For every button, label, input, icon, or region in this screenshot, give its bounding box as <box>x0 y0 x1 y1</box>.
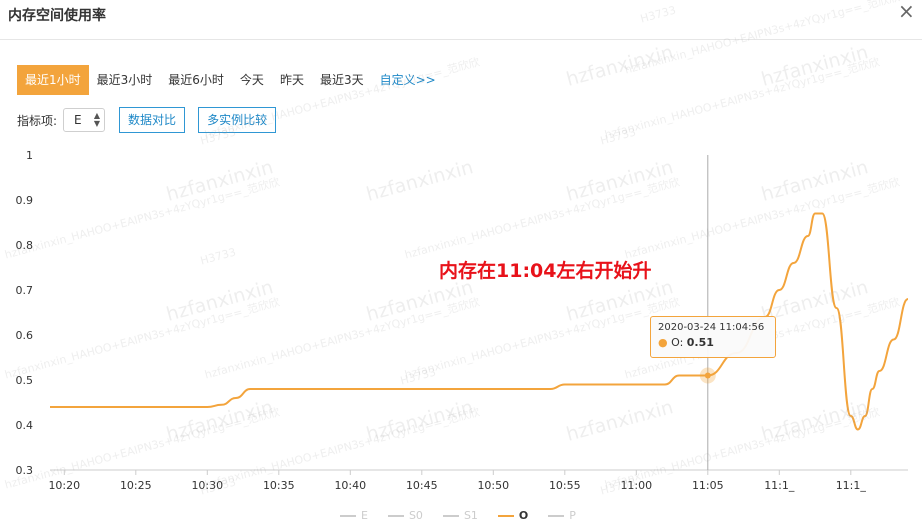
legend-label: O <box>518 509 529 522</box>
x-tick-label: 10:50 <box>477 479 509 492</box>
tab-today[interactable]: 今天 <box>239 73 264 87</box>
tab-custom-link[interactable]: 自定义>> <box>379 73 436 87</box>
chart-legend: E S0 S1 O P <box>340 509 596 522</box>
x-tick-label: 10:55 <box>549 479 581 492</box>
x-tick-label: 10:30 <box>191 479 223 492</box>
hover-point[interactable] <box>704 372 711 379</box>
x-tick-label: 11:1_ <box>836 479 867 492</box>
legend-swatch-icon <box>497 514 514 517</box>
legend-item-E[interactable]: E <box>340 509 368 522</box>
y-tick-label: 0.4 <box>16 419 34 432</box>
tooltip-timestamp: 2020-03-24 11:04:56 <box>658 322 765 333</box>
watermark-text: hzfanxinxin_HAHOO+EAIPN3s+4zYQyr1g==_范欣欣 <box>603 55 882 142</box>
tooltip-value: 0.51 <box>686 336 714 349</box>
x-tick-label: 11:1_ <box>764 479 795 492</box>
x-tick-label: 10:45 <box>406 479 438 492</box>
legend-swatch-icon <box>387 514 404 517</box>
tab-last-3-days[interactable]: 最近3天 <box>319 73 364 87</box>
tooltip-series: O <box>671 336 680 349</box>
y-tick-label: 1 <box>26 149 33 162</box>
legend-item-O[interactable]: O <box>497 509 529 522</box>
x-tick-label: 11:05 <box>692 479 724 492</box>
y-tick-label: 0.7 <box>16 284 34 297</box>
y-tick-label: 0.5 <box>16 374 34 387</box>
memory-usage-chart: 0.3 0.4 0.5 0.6 0.7 0.8 0.9 1 10:20 10:25 10:30 10:… <box>16 149 909 492</box>
legend-label: S1 <box>463 509 478 522</box>
tab-last-1-hour[interactable]: 最近1小时 <box>17 65 89 95</box>
tab-last-3-hours[interactable]: 最近3小时 <box>96 73 153 87</box>
x-tick-label: 10:40 <box>334 479 366 492</box>
metric-controls: 指标项: E ▲ ▼ 数据对比 多实例比较 <box>17 107 289 133</box>
legend-swatch-icon <box>548 514 565 517</box>
legend-label: E <box>361 509 368 522</box>
x-tick-label: 10:35 <box>263 479 295 492</box>
x-tick-label: 10:20 <box>48 479 80 492</box>
close-icon[interactable]: × <box>898 0 915 23</box>
multi-instance-compare-button[interactable]: 多实例比较 <box>198 107 277 133</box>
x-tick-label: 10:25 <box>120 479 152 492</box>
metric-label: 指标项: <box>17 113 58 128</box>
tooltip-row: ● O: 0.51 <box>658 336 714 349</box>
watermark-text: hzfanxinxin <box>759 41 871 91</box>
watermark-text: hzfanxinxin <box>564 41 676 91</box>
select-arrows-icon: ▲ ▼ <box>93 111 101 128</box>
legend-label: S0 <box>408 509 423 522</box>
chart-annotation: 内存在11:04左右开始升 <box>439 260 652 282</box>
chart-tooltip: 2020-03-24 11:04:56 ● O: 0.51 <box>650 316 776 358</box>
tab-yesterday[interactable]: 昨天 <box>279 73 304 87</box>
metric-select-value: E <box>74 113 82 127</box>
y-tick-label: 0.6 <box>16 329 34 342</box>
y-tick-label: 0.9 <box>16 194 34 207</box>
tab-last-6-hours[interactable]: 最近6小时 <box>168 73 224 87</box>
window-title: 内存空间使用率 <box>8 8 106 24</box>
legend-swatch-icon <box>340 514 356 517</box>
legend-item-P[interactable]: P <box>548 509 576 522</box>
y-tick-label: 0.3 <box>16 464 34 477</box>
x-tick-label: 11:00 <box>620 479 652 492</box>
legend-label: P <box>569 509 576 522</box>
time-range-tabs: 最近1小时 最近3小时 最近6小时 今天 昨天 最近3天 自定义>> <box>17 65 444 95</box>
data-compare-button[interactable]: 数据对比 <box>119 107 186 133</box>
y-tick-label: 0.8 <box>16 239 34 252</box>
legend-item-S1[interactable]: S1 <box>442 509 478 522</box>
metric-select[interactable]: E ▲ ▼ <box>63 108 106 132</box>
title-bar: 内存空间使用率 × <box>0 0 922 40</box>
series-dot-icon: ● <box>658 336 668 349</box>
series-line-O[interactable] <box>49 212 909 431</box>
legend-item-S0[interactable]: S0 <box>387 509 423 522</box>
legend-swatch-icon <box>442 514 459 517</box>
